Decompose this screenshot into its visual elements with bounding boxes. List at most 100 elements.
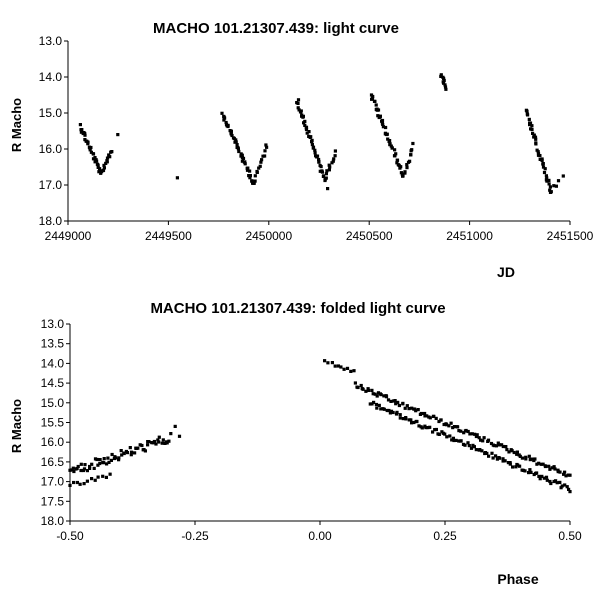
x-tick-label: 0.50 <box>558 529 582 543</box>
data-point <box>459 429 463 433</box>
data-point <box>534 142 538 146</box>
data-point <box>401 417 405 421</box>
data-point <box>375 406 379 410</box>
data-point <box>445 435 449 439</box>
data-point <box>234 140 238 144</box>
data-point <box>565 485 569 489</box>
y-tick-label: 13.0 <box>41 317 65 331</box>
data-point <box>466 441 470 445</box>
y-tick-label: 13.0 <box>39 34 63 48</box>
data-point <box>102 163 106 167</box>
data-point <box>386 137 390 141</box>
x-axis-label: Phase <box>497 571 538 587</box>
data-point <box>264 143 268 147</box>
data-point <box>229 129 233 133</box>
data-point <box>388 142 392 146</box>
data-point <box>439 73 443 77</box>
data-point <box>349 369 353 373</box>
data-point <box>90 462 94 466</box>
data-point <box>442 422 446 427</box>
data-point <box>424 426 428 430</box>
data-point <box>411 141 415 146</box>
data-point <box>395 158 400 162</box>
data-point <box>489 441 494 446</box>
data-point <box>319 165 323 169</box>
data-point <box>220 111 224 115</box>
data-point <box>395 410 399 414</box>
data-point <box>125 451 129 455</box>
data-point <box>511 465 515 469</box>
data-point <box>70 468 74 472</box>
x-tick-labels: 2449000 2449500 2450000 2450500 2451000 24515… <box>45 229 594 243</box>
data-point <box>487 454 491 458</box>
data-point <box>85 469 89 473</box>
data-point <box>105 156 110 160</box>
data-point <box>434 427 438 432</box>
data-point <box>531 131 535 135</box>
data-point <box>468 432 472 436</box>
data-point <box>497 443 502 447</box>
data-point <box>534 137 538 141</box>
data-point <box>408 159 412 163</box>
data-points <box>68 359 572 494</box>
data-point <box>393 154 397 158</box>
data-point <box>555 481 559 485</box>
data-point <box>235 143 239 147</box>
data-point <box>416 408 420 412</box>
data-point <box>303 123 307 127</box>
data-point <box>494 454 498 458</box>
data-point <box>371 94 375 99</box>
axis-lines <box>67 41 570 222</box>
data-point <box>474 434 478 439</box>
data-point <box>376 108 381 112</box>
data-point <box>333 154 337 158</box>
data-point <box>85 479 89 483</box>
data-point <box>505 448 509 452</box>
data-point <box>336 364 340 368</box>
data-point <box>234 138 238 142</box>
data-point <box>304 125 309 129</box>
chart-title: MACHO 101.21307.439: light curve <box>153 20 399 37</box>
data-point <box>372 400 376 404</box>
data-point <box>327 163 331 167</box>
data-point <box>540 158 544 162</box>
y-tick-label: 14.0 <box>41 356 65 370</box>
data-point <box>549 190 553 194</box>
data-point <box>76 464 80 469</box>
data-point <box>503 459 507 463</box>
data-point <box>157 440 161 444</box>
y-tick-label: 14.5 <box>41 376 65 390</box>
y-tick-label: 15.5 <box>41 416 65 430</box>
data-point <box>405 163 409 167</box>
data-point <box>297 108 301 112</box>
data-point <box>568 490 572 494</box>
data-point <box>143 449 147 453</box>
tick-marks <box>64 40 571 225</box>
data-point <box>457 439 461 443</box>
data-point <box>311 146 315 150</box>
data-point <box>545 179 549 183</box>
data-point <box>84 139 88 143</box>
data-point <box>561 174 565 178</box>
data-point <box>405 404 409 408</box>
data-point <box>538 157 542 161</box>
data-point <box>379 393 383 397</box>
data-point <box>374 103 378 107</box>
data-point <box>114 456 118 460</box>
data-point <box>463 443 467 447</box>
data-point <box>525 109 529 113</box>
data-point <box>110 452 114 457</box>
data-point <box>526 113 530 117</box>
data-point <box>86 142 90 146</box>
data-point <box>380 118 385 123</box>
data-point <box>532 133 536 137</box>
data-point <box>224 120 228 125</box>
data-point <box>485 451 489 455</box>
data-point <box>445 423 449 427</box>
data-point <box>104 475 108 479</box>
data-point <box>101 474 105 478</box>
data-point <box>518 464 522 468</box>
data-point <box>133 451 137 455</box>
data-point <box>102 457 106 461</box>
data-point <box>160 441 164 445</box>
